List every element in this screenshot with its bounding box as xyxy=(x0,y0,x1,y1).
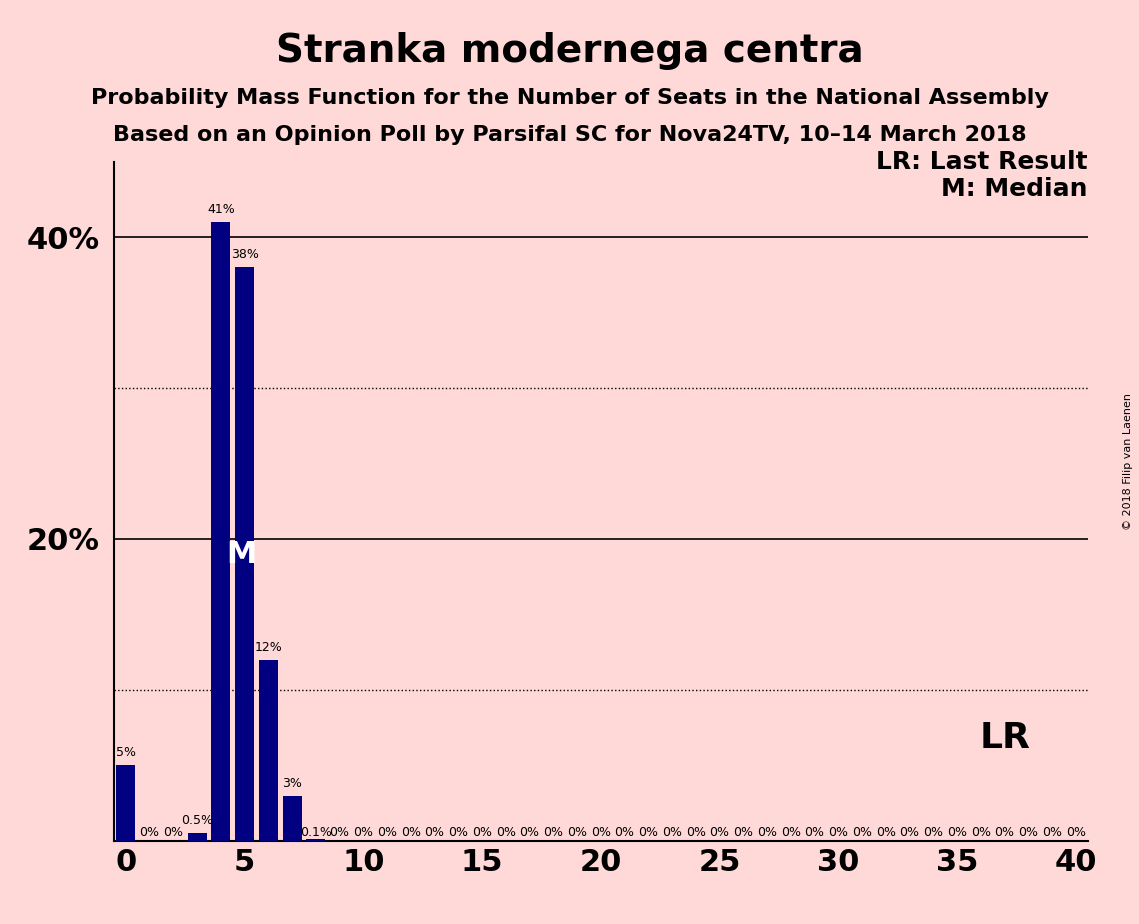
Text: 0%: 0% xyxy=(734,826,753,839)
Text: 0%: 0% xyxy=(710,826,730,839)
Text: 0%: 0% xyxy=(449,826,468,839)
Text: 0%: 0% xyxy=(472,826,492,839)
Bar xyxy=(306,839,326,841)
Text: 0%: 0% xyxy=(924,826,943,839)
Text: 0%: 0% xyxy=(686,826,706,839)
Text: 0%: 0% xyxy=(140,826,159,839)
Text: 0%: 0% xyxy=(994,826,1015,839)
Text: 0%: 0% xyxy=(567,826,587,839)
Text: M: M xyxy=(226,540,256,568)
Text: 0%: 0% xyxy=(638,826,658,839)
Text: M: Median: M: Median xyxy=(941,177,1088,201)
Text: 0%: 0% xyxy=(163,826,183,839)
Text: 0.1%: 0.1% xyxy=(300,826,331,839)
Text: 38%: 38% xyxy=(230,249,259,261)
Text: 0%: 0% xyxy=(543,826,564,839)
Text: 0%: 0% xyxy=(757,826,777,839)
Bar xyxy=(211,222,230,841)
Text: 0%: 0% xyxy=(615,826,634,839)
Text: 0%: 0% xyxy=(495,826,516,839)
Text: 0%: 0% xyxy=(519,826,540,839)
Text: 41%: 41% xyxy=(207,203,235,216)
Text: © 2018 Filip van Laenen: © 2018 Filip van Laenen xyxy=(1123,394,1133,530)
Text: Probability Mass Function for the Number of Seats in the National Assembly: Probability Mass Function for the Number… xyxy=(91,88,1048,108)
Text: 0%: 0% xyxy=(781,826,801,839)
Text: LR: Last Result: LR: Last Result xyxy=(876,150,1088,174)
Text: 0%: 0% xyxy=(1018,826,1039,839)
Text: LR: LR xyxy=(980,722,1030,755)
Text: 0%: 0% xyxy=(662,826,682,839)
Text: 0%: 0% xyxy=(852,826,872,839)
Text: 0%: 0% xyxy=(876,826,896,839)
Text: 0%: 0% xyxy=(948,826,967,839)
Bar xyxy=(259,660,278,841)
Bar xyxy=(235,267,254,841)
Text: 0%: 0% xyxy=(591,826,611,839)
Bar xyxy=(188,833,206,841)
Bar xyxy=(116,765,136,841)
Text: Stranka modernega centra: Stranka modernega centra xyxy=(276,32,863,70)
Text: 0%: 0% xyxy=(970,826,991,839)
Text: 0%: 0% xyxy=(1066,826,1085,839)
Text: Based on an Opinion Poll by Parsifal SC for Nova24TV, 10–14 March 2018: Based on an Opinion Poll by Parsifal SC … xyxy=(113,125,1026,145)
Text: 0%: 0% xyxy=(353,826,374,839)
Text: 0%: 0% xyxy=(401,826,420,839)
Text: 0%: 0% xyxy=(329,826,350,839)
Text: 0%: 0% xyxy=(804,826,825,839)
Text: 12%: 12% xyxy=(254,640,282,653)
Text: 0%: 0% xyxy=(425,826,444,839)
Text: 0%: 0% xyxy=(900,826,919,839)
Text: 5%: 5% xyxy=(116,747,136,760)
Text: 0%: 0% xyxy=(828,826,849,839)
Text: 0%: 0% xyxy=(1042,826,1062,839)
Text: 3%: 3% xyxy=(282,776,302,789)
Text: 0%: 0% xyxy=(377,826,398,839)
Bar xyxy=(282,796,302,841)
Text: 0.5%: 0.5% xyxy=(181,814,213,827)
